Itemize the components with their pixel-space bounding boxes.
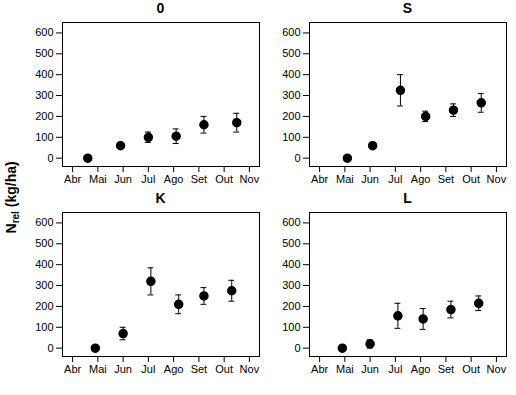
svg-text:Jun: Jun [361, 173, 379, 185]
svg-text:600: 600 [282, 216, 300, 228]
svg-text:0: 0 [47, 152, 53, 164]
svg-text:200: 200 [282, 300, 300, 312]
svg-text:500: 500 [282, 47, 300, 59]
svg-text:Nov: Nov [240, 173, 260, 185]
svg-text:Ago: Ago [411, 173, 431, 185]
svg-text:100: 100 [282, 131, 300, 143]
svg-text:Mai: Mai [89, 363, 107, 375]
html-text:0: 0 [156, 0, 165, 16]
svg-text:200: 200 [282, 110, 300, 122]
svg-text:Out: Out [462, 363, 480, 375]
svg-text:Set: Set [191, 363, 208, 375]
svg-text:Out: Out [215, 363, 233, 375]
svg-text:Ago: Ago [411, 363, 431, 375]
svg-text:Jul: Jul [141, 173, 155, 185]
html-text:K: K [155, 190, 166, 206]
svg-text:500: 500 [35, 47, 53, 59]
svg-text:300: 300 [35, 279, 53, 291]
svg-text:Abr: Abr [64, 173, 81, 185]
svg-text:Out: Out [215, 173, 233, 185]
svg-text:Mai: Mai [89, 173, 107, 185]
svg-text:Jun: Jun [114, 363, 132, 375]
svg-text:Mai: Mai [336, 363, 354, 375]
svg-text:Abr: Abr [311, 173, 328, 185]
html-text:(kg/ha): (kg/ha) [2, 161, 19, 212]
svg-text:Ago: Ago [164, 363, 184, 375]
svg-text:Jun: Jun [361, 363, 379, 375]
svg-text:300: 300 [35, 89, 53, 101]
svg-text:0: 0 [47, 342, 53, 354]
svg-text:Jul: Jul [388, 363, 402, 375]
svg-text:100: 100 [35, 131, 53, 143]
html-text:N: N [2, 223, 19, 234]
svg-text:Nov: Nov [487, 173, 507, 185]
html-text:rel: rel [10, 211, 22, 224]
svg-text:Jul: Jul [141, 363, 155, 375]
svg-text:600: 600 [282, 26, 300, 38]
svg-text:Jul: Jul [388, 173, 402, 185]
svg-text:100: 100 [35, 321, 53, 333]
svg-text:200: 200 [35, 300, 53, 312]
svg-text:Jun: Jun [114, 173, 132, 185]
svg-text:Set: Set [438, 363, 455, 375]
svg-text:Set: Set [191, 173, 208, 185]
svg-text:100: 100 [282, 321, 300, 333]
svg-text:Nov: Nov [487, 363, 507, 375]
svg-text:Set: Set [438, 173, 455, 185]
svg-text:400: 400 [35, 68, 53, 80]
svg-text:400: 400 [35, 258, 53, 270]
svg-text:400: 400 [282, 68, 300, 80]
svg-text:Mai: Mai [336, 173, 354, 185]
svg-text:200: 200 [35, 110, 53, 122]
html-text:S: S [402, 0, 413, 16]
svg-text:Abr: Abr [311, 363, 328, 375]
svg-text:Ago: Ago [164, 173, 184, 185]
svg-text:Nov: Nov [240, 363, 260, 375]
svg-text:Abr: Abr [64, 363, 81, 375]
svg-text:500: 500 [282, 237, 300, 249]
svg-text:400: 400 [282, 258, 300, 270]
svg-text:0: 0 [294, 342, 300, 354]
svg-text:300: 300 [282, 279, 300, 291]
svg-text:500: 500 [35, 237, 53, 249]
svg-text:600: 600 [35, 26, 53, 38]
svg-text:0: 0 [294, 152, 300, 164]
svg-text:Out: Out [462, 173, 480, 185]
svg-text:600: 600 [35, 216, 53, 228]
svg-text:300: 300 [282, 89, 300, 101]
html-text:L: L [403, 190, 412, 206]
